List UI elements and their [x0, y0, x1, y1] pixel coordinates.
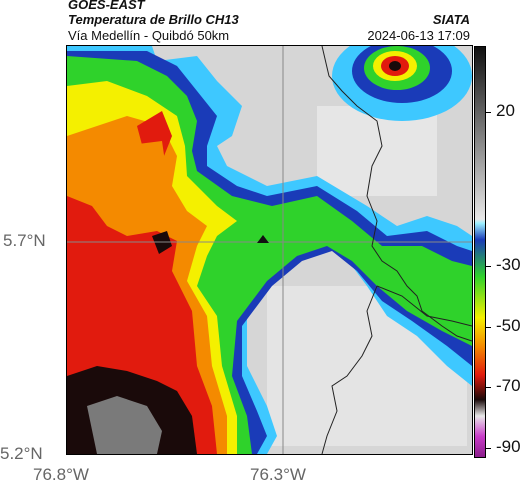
region-label: Vía Medellín - Quibdó 50km	[68, 28, 230, 43]
triangle-marker	[257, 235, 269, 243]
colorbar-label-m30: -30	[496, 255, 521, 274]
colorbar-tick-m50	[486, 327, 491, 328]
lon-label-right: 76.3°W	[250, 465, 306, 484]
product-title: Temperatura de Brillo CH13	[68, 12, 239, 27]
colorbar	[474, 46, 486, 458]
colorbar-tick-m90	[486, 448, 491, 449]
lon-label-left: 76.8°W	[33, 465, 89, 484]
border-line-2	[321, 285, 378, 454]
map-plot-area	[66, 45, 473, 455]
cell-dark	[389, 61, 401, 71]
lat-label-bottom: 5.2°N	[0, 444, 43, 463]
organization-label: SIATA	[432, 12, 470, 27]
colorbar-label-m50: -50	[496, 316, 521, 335]
lat-label-top: 5.7°N	[3, 231, 46, 250]
colorbar-label-m90: -90	[496, 437, 521, 456]
colorbar-tick-m30	[486, 266, 491, 267]
cloud-orange-top	[122, 141, 167, 181]
satellite-name: GOES-EAST	[68, 0, 145, 12]
timestamp: 2024-06-13 17:09	[367, 28, 470, 43]
border-line	[321, 46, 472, 342]
colorbar-tick-m70	[486, 387, 491, 388]
colorbar-gradient	[475, 47, 485, 457]
colorbar-tick-20	[486, 112, 491, 113]
cloud-gray	[87, 396, 162, 454]
colorbar-label-20: 20	[496, 101, 515, 120]
border-line-3	[376, 285, 472, 327]
colorbar-label-m70: -70	[496, 376, 521, 395]
